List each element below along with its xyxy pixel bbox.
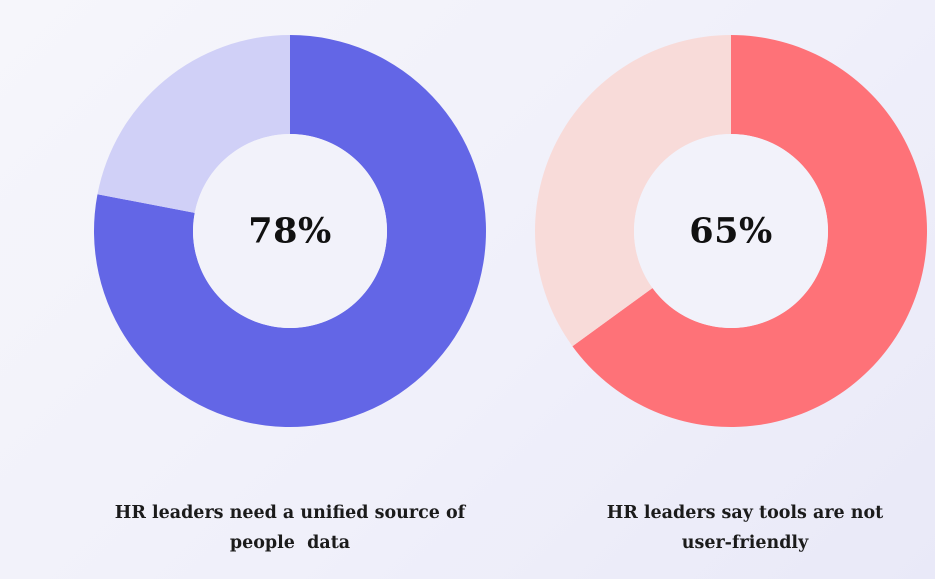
chart-panel-hr-unified-source: 78% HR leaders need a unified source of …	[80, 0, 500, 579]
chart-caption: HR leaders need a unified source of peop…	[80, 498, 500, 558]
center-percentage-label: 78%	[248, 211, 331, 252]
chart-caption: HR leaders say tools are not user-friend…	[535, 498, 935, 558]
donut-segment-remainder	[535, 35, 731, 347]
donut-segment-value	[93, 35, 486, 427]
center-percentage-label: 65%	[689, 211, 772, 252]
donut-segment-remainder	[97, 35, 290, 213]
donut-segment-value	[572, 35, 927, 428]
caption-line: HR leaders say tools are not	[606, 503, 884, 523]
chart-panel-tools-user-friendly: 65% HR leaders say tools are not user-fr…	[521, 0, 935, 579]
donut-chart: 65%	[535, 35, 927, 428]
caption-line: user-friendly	[681, 533, 809, 553]
donut-chart: 78%	[93, 35, 486, 427]
caption-line: HR leaders need a unified source of	[114, 503, 466, 523]
caption-line: people data	[229, 533, 351, 553]
donut-hole	[193, 134, 387, 328]
donut-hole	[634, 134, 828, 328]
